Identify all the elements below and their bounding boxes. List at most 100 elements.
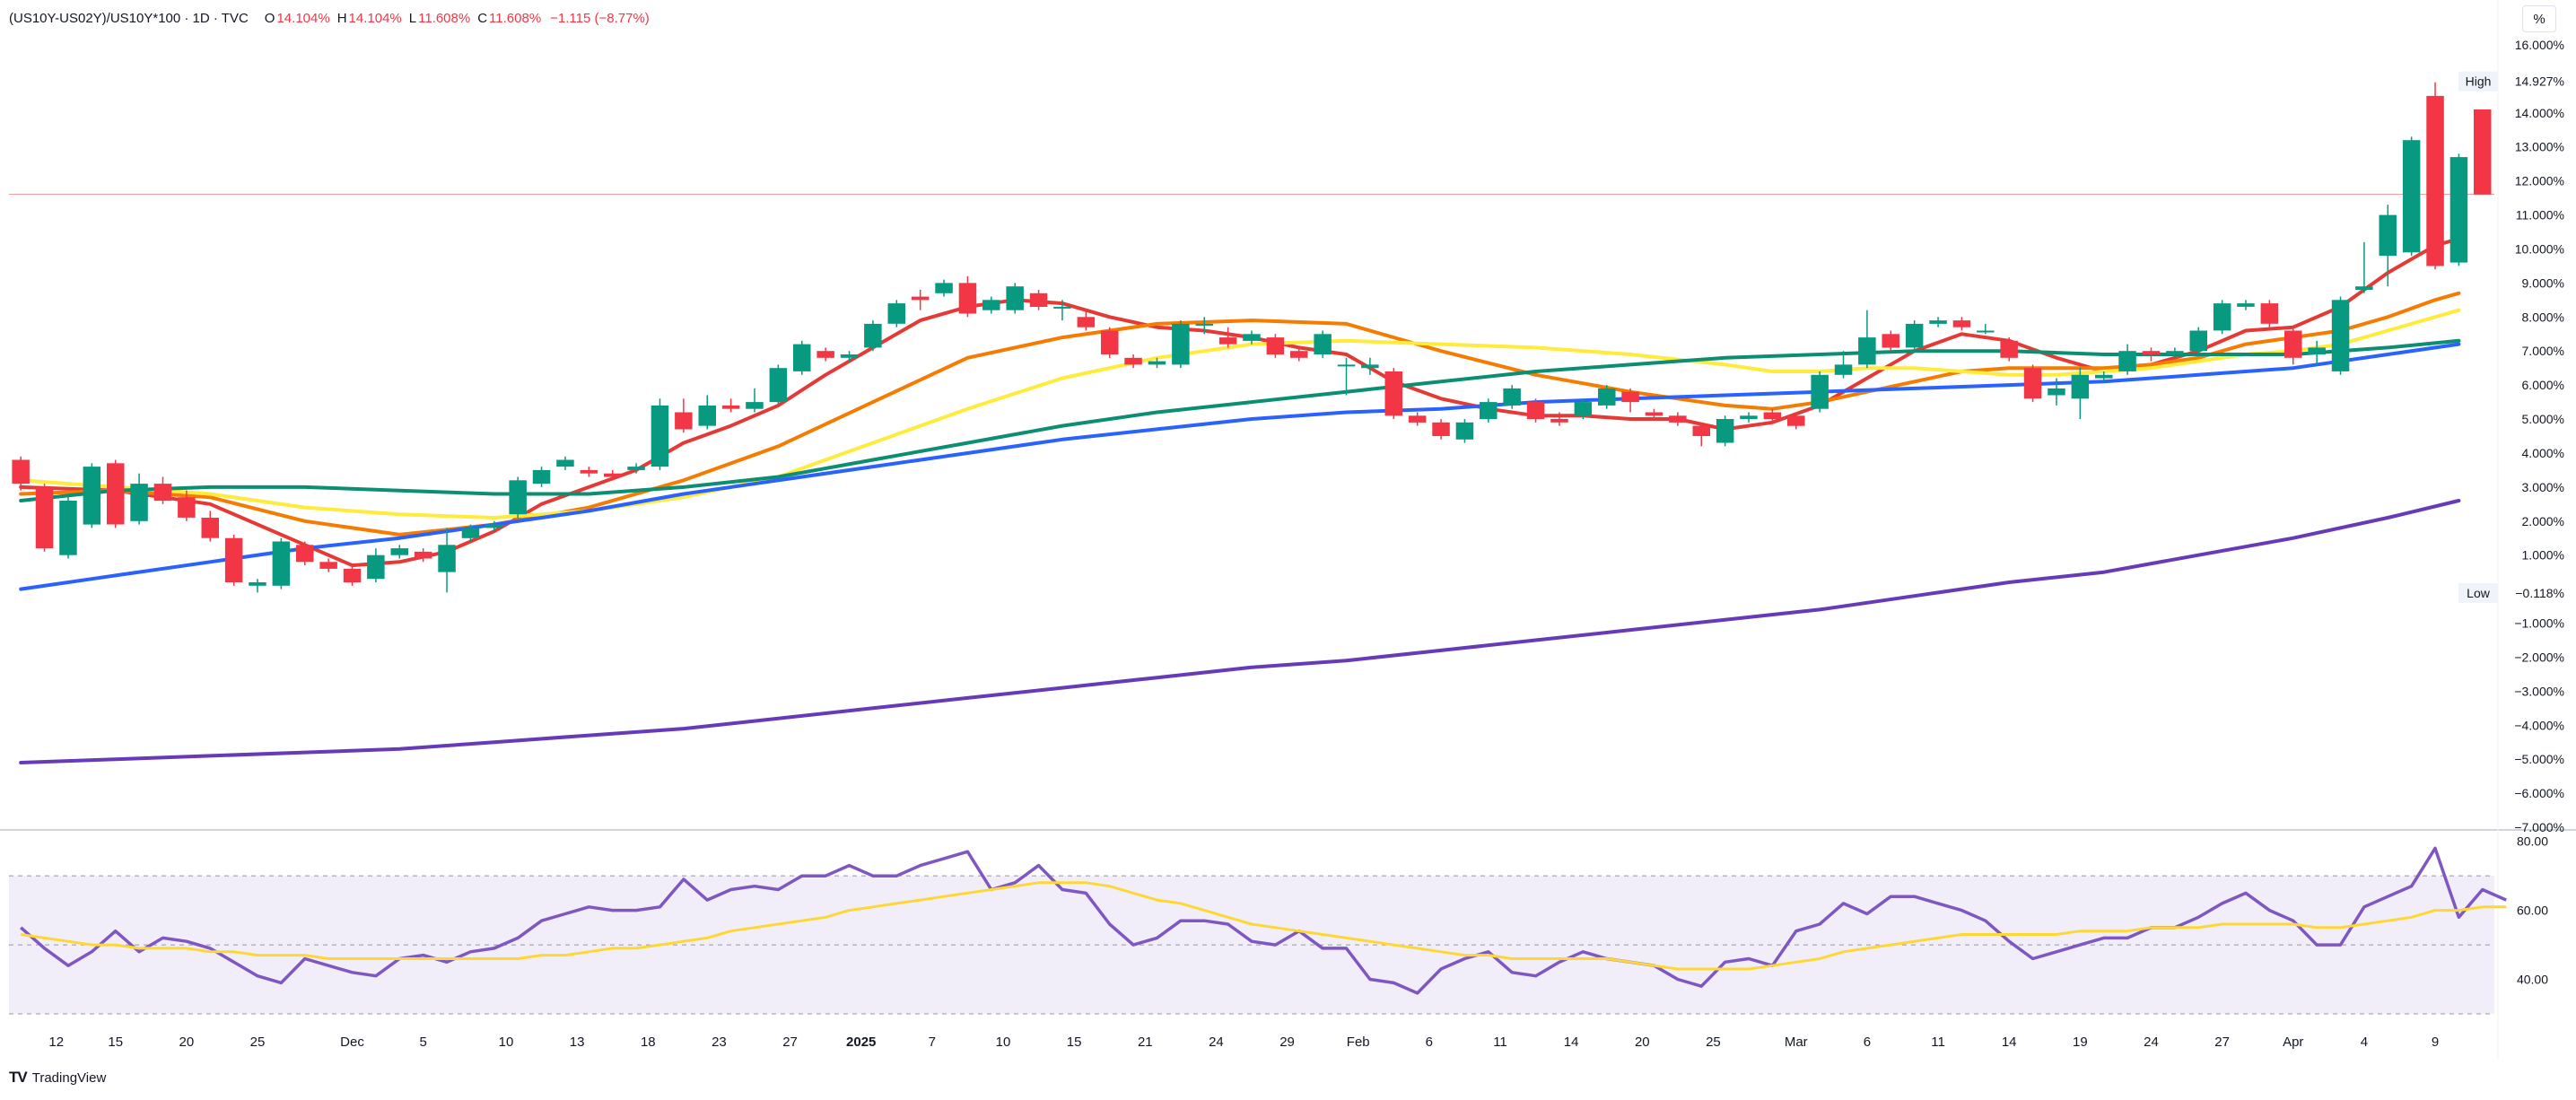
candle-body: [2048, 388, 2065, 396]
price-tick-label: 2.000%: [2522, 514, 2564, 528]
time-tick-label: 15: [108, 1035, 123, 1050]
candle-body: [1480, 402, 1498, 420]
candle-body: [2095, 374, 2113, 379]
time-tick-label: 5: [419, 1035, 426, 1050]
time-tick-label: 20: [1635, 1035, 1650, 1050]
candle-body: [864, 323, 882, 348]
time-tick-label: 25: [250, 1035, 266, 1050]
time-tick-label: 29: [1279, 1035, 1295, 1050]
symbol-title[interactable]: (US10Y-US02Y)/US10Y*100 · 1D · TVC: [9, 10, 249, 26]
open-value: 14.104%: [276, 10, 330, 26]
price-tick-label: 11.000%: [2516, 208, 2564, 223]
candle-body: [1645, 412, 1663, 416]
candle-body: [1692, 425, 1710, 436]
price-axis: 16.000%15.000%14.000%13.000%12.000%11.00…: [2458, 38, 2570, 834]
candle-body: [1763, 412, 1782, 420]
candle-body: [59, 501, 77, 555]
candle-body: [178, 497, 196, 518]
tradingview-logo[interactable]: TV TradingView: [9, 1068, 106, 1087]
candle-body: [1218, 337, 1237, 345]
candle-body: [343, 568, 362, 583]
candle-body: [769, 368, 788, 403]
candle-body: [1669, 415, 1687, 423]
candle-body: [1006, 286, 1024, 310]
candle-body: [438, 545, 456, 572]
brand-name: TradingView: [31, 1069, 107, 1086]
rsi-tick-label: 60.00: [2517, 904, 2548, 918]
candle-body: [1740, 415, 1758, 420]
low-marker-value-bg: [2502, 583, 2570, 604]
candle-body: [958, 283, 977, 314]
time-tick-label: 4: [2361, 1035, 2368, 1050]
candle-body: [2023, 368, 2042, 399]
price-tick-label: −5.000%: [2514, 752, 2564, 766]
moving-average-line-6: [19, 499, 2461, 764]
candle-body: [272, 541, 291, 586]
candle-body: [1621, 391, 1639, 403]
candle-body: [675, 412, 693, 430]
price-tick-label: −3.000%: [2514, 684, 2564, 698]
candle-body: [153, 484, 172, 502]
candle-body: [532, 469, 551, 485]
candle-body: [604, 473, 622, 477]
candle-body: [2213, 303, 2231, 331]
candle-body: [509, 480, 527, 515]
time-tick-label: Apr: [2283, 1035, 2303, 1050]
low-value: 11.608%: [418, 10, 471, 26]
candle-body: [1550, 419, 1568, 423]
candle-body: [935, 283, 953, 293]
candle-body: [2142, 351, 2161, 354]
candle-body: [1716, 419, 1734, 443]
time-tick-label: 20: [179, 1035, 195, 1050]
candle-body: [2118, 351, 2136, 371]
candle-body: [1787, 415, 1805, 426]
price-tick-label: −7.000%: [2514, 820, 2564, 834]
candle-body: [1574, 402, 1593, 416]
candle-body: [2402, 140, 2421, 253]
time-tick-label: 11: [1931, 1035, 1945, 1050]
candle-body: [1503, 388, 1521, 406]
time-tick-label: 21: [1138, 1035, 1153, 1050]
time-tick-label: 9: [2432, 1035, 2439, 1050]
candle-body: [2000, 340, 2018, 358]
candle-body: [1455, 422, 1474, 440]
time-tick-label: 27: [782, 1035, 798, 1050]
price-tick-label: 1.000%: [2522, 548, 2564, 563]
candle-body: [367, 554, 385, 580]
candle-body: [1314, 334, 1332, 354]
time-tick-label: Feb: [1347, 1035, 1370, 1050]
candle-body: [1905, 323, 1924, 348]
time-tick-label: 24: [2144, 1035, 2159, 1050]
candle-body: [201, 518, 219, 538]
price-tick-label: 4.000%: [2522, 446, 2564, 460]
moving-average-line-5: [19, 342, 2461, 591]
price-tick-label: −1.000%: [2514, 616, 2564, 631]
time-tick-label: 23: [712, 1035, 727, 1050]
candle-body: [2189, 330, 2207, 352]
candle-body: [627, 467, 645, 470]
price-tick-label: 13.000%: [2515, 140, 2564, 154]
candle-body: [414, 551, 432, 559]
candle-body: [2071, 374, 2090, 399]
rsi-tick-label: 40.00: [2517, 973, 2548, 987]
time-tick-label: 12: [48, 1035, 64, 1050]
candle-body: [816, 351, 834, 358]
candle-body: [2166, 351, 2184, 354]
time-tick-label: 15: [1067, 1035, 1082, 1050]
candle-body: [1432, 422, 1450, 436]
candle-body: [249, 582, 266, 586]
high-marker-label: High: [2466, 74, 2492, 89]
time-tick-label: 6: [1864, 1035, 1871, 1050]
candle-body: [1929, 320, 1947, 324]
time-tick-label: 27: [2214, 1035, 2230, 1050]
price-tick-label: −6.000%: [2514, 786, 2564, 800]
rsi-ma-line: [20, 881, 2507, 971]
price-tick-label: 8.000%: [2522, 310, 2564, 324]
percent-scale-button[interactable]: %: [2522, 5, 2556, 32]
candle-body: [390, 548, 408, 555]
high-label: H: [336, 10, 347, 26]
candle-body: [651, 405, 669, 467]
moving-average-line-3: [19, 308, 2461, 519]
price-tick-label: 14.000%: [2515, 106, 2564, 120]
